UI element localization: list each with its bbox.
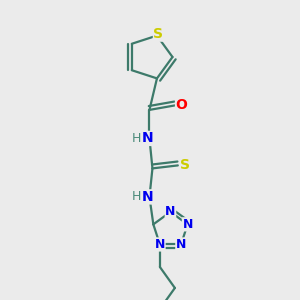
Text: H: H bbox=[132, 132, 142, 145]
Text: O: O bbox=[176, 98, 188, 112]
Text: S: S bbox=[154, 27, 164, 41]
Text: N: N bbox=[176, 238, 186, 251]
Text: N: N bbox=[142, 131, 154, 146]
Text: N: N bbox=[142, 190, 154, 204]
Text: N: N bbox=[155, 238, 165, 251]
Text: N: N bbox=[182, 218, 193, 231]
Text: N: N bbox=[165, 206, 176, 218]
Text: H: H bbox=[132, 190, 142, 203]
Text: S: S bbox=[180, 158, 190, 172]
